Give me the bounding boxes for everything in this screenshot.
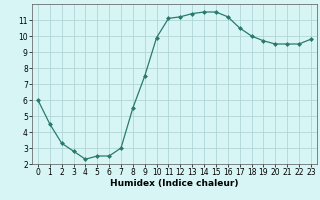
X-axis label: Humidex (Indice chaleur): Humidex (Indice chaleur) (110, 179, 239, 188)
